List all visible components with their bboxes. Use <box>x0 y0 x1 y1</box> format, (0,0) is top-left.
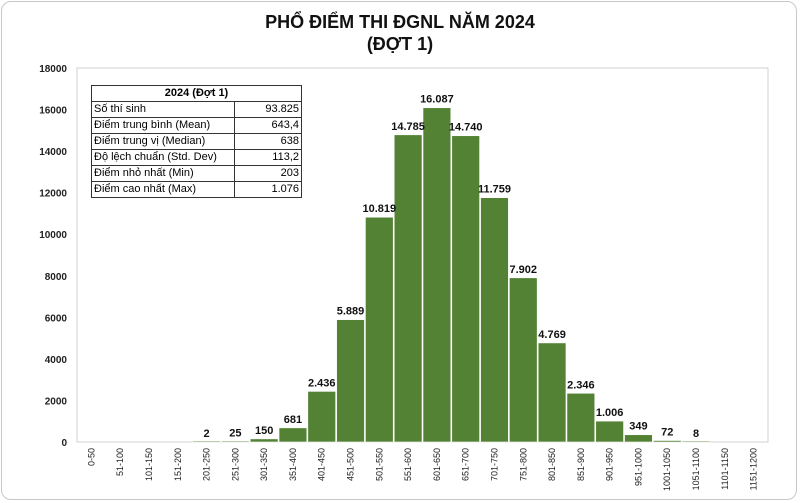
stats-value: 1.076 <box>234 181 302 198</box>
y-tick-label: 12000 <box>39 189 67 200</box>
bar <box>509 277 538 443</box>
stats-value: 643,4 <box>234 117 302 134</box>
x-tick-label: 1051-1100 <box>691 448 701 490</box>
y-tick-label: 6000 <box>45 313 68 324</box>
data-label: 8 <box>693 428 699 440</box>
x-tick-label: 151-200 <box>173 448 183 481</box>
y-tick-label: 16000 <box>39 106 67 117</box>
x-tick-label: 301-350 <box>259 448 269 481</box>
bar <box>480 197 509 443</box>
y-tick-label: 8000 <box>45 272 68 283</box>
y-tick-label: 4000 <box>45 355 68 366</box>
x-tick-label: 501-550 <box>374 448 384 481</box>
chart-subtitle: (ĐỢT 1) <box>366 34 434 54</box>
bar <box>537 342 567 443</box>
x-tick-label: 201-250 <box>202 448 212 481</box>
x-tick-label: 951-1000 <box>633 448 643 486</box>
bar <box>365 216 394 443</box>
bar <box>653 440 682 443</box>
x-tick-label: 851-900 <box>576 448 586 481</box>
stats-value: 113,2 <box>234 149 302 166</box>
stats-row: Điểm cao nhất (Max) 1.076 <box>91 181 302 198</box>
x-tick-label: 401-450 <box>317 448 327 481</box>
stats-label: Độ lệch chuẩn (Std. Dev) <box>91 149 235 166</box>
y-tick-label: 0 <box>61 438 67 449</box>
bar <box>451 135 480 443</box>
x-tick-label: 751-800 <box>518 448 528 481</box>
bar <box>336 319 365 443</box>
x-tick-label: 901-950 <box>605 448 615 481</box>
stats-label: Điểm trung bình (Mean) <box>91 117 235 134</box>
x-tick-label: 0-50 <box>86 448 96 466</box>
x-tick-label: 251-300 <box>230 448 240 481</box>
stats-value: 93.825 <box>234 101 302 118</box>
stats-row: Điểm trung bình (Mean) 643,4 <box>91 117 302 134</box>
x-tick-label: 101-150 <box>144 448 154 481</box>
data-label: 25 <box>229 427 241 439</box>
stats-value: 203 <box>234 165 302 182</box>
bar <box>595 420 624 443</box>
data-label: 4.769 <box>538 329 566 341</box>
data-label: 2.436 <box>308 377 336 389</box>
stats-table: 2024 (Đợt 1) Số thí sinh 93.825 Điểm trun… <box>91 85 302 198</box>
bar <box>307 391 336 443</box>
bar <box>249 438 279 443</box>
bar <box>393 134 423 443</box>
y-tick-label: 2000 <box>45 396 68 407</box>
stats-row: Độ lệch chuẩn (Std. Dev) 113,2 <box>91 149 302 166</box>
y-tick-label: 14000 <box>39 147 67 158</box>
data-label: 16.087 <box>420 94 454 106</box>
x-tick-label: 801-850 <box>547 448 557 481</box>
chart-title: PHỔ ĐIỂM THI ĐGNL NĂM 2024 <box>265 12 535 32</box>
data-label: 681 <box>284 414 302 426</box>
stats-label: Số thí sinh <box>91 101 235 118</box>
data-label: 150 <box>255 425 273 437</box>
x-tick-label: 551-600 <box>403 448 413 481</box>
x-tick-label: 1001-1050 <box>662 448 672 491</box>
x-tick-label: 1151-1200 <box>749 448 759 490</box>
data-label: 5.889 <box>337 306 365 318</box>
data-label: 349 <box>629 421 647 433</box>
x-tick-label: 1101-1150 <box>720 448 730 490</box>
stats-label: Điểm cao nhất (Max) <box>91 181 235 198</box>
data-label: 11.759 <box>478 184 511 196</box>
x-tick-label: 351-400 <box>288 448 298 481</box>
stats-label: Điểm nhỏ nhất (Min) <box>91 165 235 182</box>
bar <box>422 107 452 443</box>
data-label: 14.785 <box>391 121 425 133</box>
bar <box>278 427 308 443</box>
stats-value: 638 <box>234 133 302 150</box>
data-label: 2.346 <box>567 379 595 391</box>
bar <box>624 434 653 443</box>
stats-row: Điểm trung vị (Median) 638 <box>91 133 302 150</box>
data-label: 2 <box>204 428 210 440</box>
data-label: 7.902 <box>510 264 538 276</box>
stats-label: Điểm trung vị (Median) <box>91 133 235 150</box>
x-tick-label: 651-700 <box>461 448 471 481</box>
y-tick-label: 10000 <box>39 230 67 241</box>
data-label: 14.740 <box>449 122 483 134</box>
bar <box>681 440 711 443</box>
data-label: 72 <box>661 427 673 439</box>
data-label: 10.819 <box>362 203 396 215</box>
x-tick-label: 601-650 <box>432 448 442 481</box>
stats-table-header: 2024 (Đợt 1) <box>91 85 302 102</box>
x-tick-label: 51-100 <box>115 448 125 476</box>
bar <box>566 392 596 443</box>
stats-row: Số thí sinh 93.825 <box>91 101 302 118</box>
x-tick-label: 701-750 <box>489 448 499 481</box>
stats-row: Điểm nhỏ nhất (Min) 203 <box>91 165 302 182</box>
bar <box>221 440 250 443</box>
plot-area <box>76 67 769 443</box>
data-label: 1.006 <box>596 407 624 419</box>
x-tick-label: 451-500 <box>346 448 356 481</box>
y-tick-label: 18000 <box>39 64 67 75</box>
bar <box>192 440 221 443</box>
